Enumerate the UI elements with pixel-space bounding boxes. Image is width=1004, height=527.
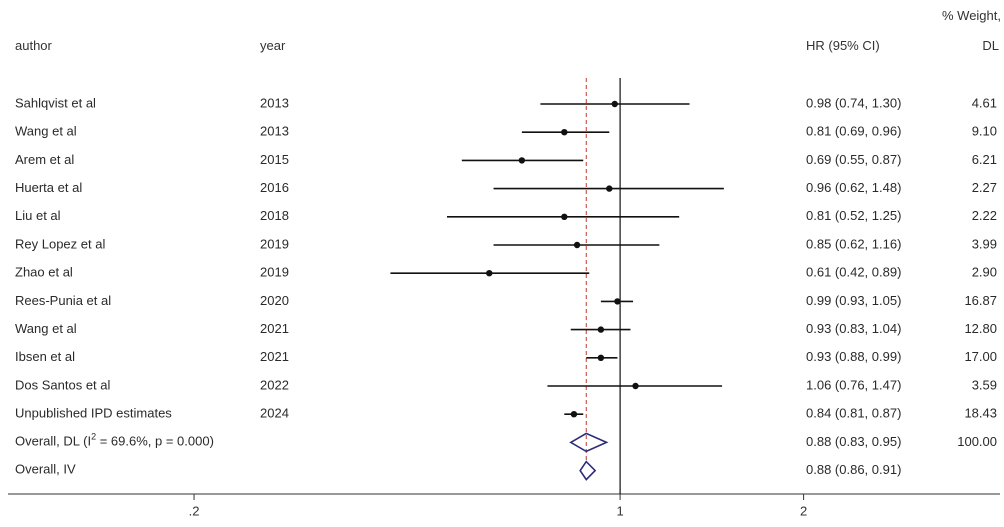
study-ci-text-7: 0.99 (0.93, 1.05) — [806, 293, 901, 308]
weight-column-header-line1: % Weight, — [941, 8, 1001, 23]
study-weight-6: 2.90 — [972, 265, 997, 280]
overall-diamond-1 — [579, 460, 597, 481]
study-point-11 — [570, 411, 578, 418]
study-author-5: Rey Lopez et al — [15, 236, 105, 251]
study-weight-2: 6.21 — [972, 152, 997, 167]
study-ci-text-9: 0.93 (0.88, 0.99) — [806, 349, 901, 364]
study-year-4: 2018 — [260, 208, 289, 223]
x-tick-label-2: 2 — [800, 503, 807, 518]
study-point-7 — [614, 298, 621, 305]
study-ci-text-2: 0.69 (0.55, 0.87) — [806, 152, 901, 167]
study-ci-text-0: 0.98 (0.74, 1.30) — [806, 95, 901, 110]
study-weight-7: 16.87 — [964, 293, 997, 308]
study-year-11: 2024 — [260, 406, 289, 421]
study-ci-text-6: 0.61 (0.42, 0.89) — [806, 265, 901, 280]
author-column-header: author — [15, 38, 52, 53]
x-tick-label-1: 1 — [616, 503, 623, 518]
study-point-5 — [573, 241, 581, 249]
study-weight-1: 9.10 — [972, 124, 997, 139]
study-author-7: Rees-Punia et al — [15, 293, 111, 308]
study-point-2 — [518, 157, 526, 164]
study-author-2: Arem et al — [15, 152, 74, 167]
study-year-0: 2013 — [260, 95, 289, 110]
study-weight-4: 2.22 — [972, 208, 997, 223]
hr-column-header: HR (95% CI) — [806, 38, 880, 53]
study-point-10 — [632, 382, 639, 390]
study-point-4 — [561, 213, 568, 220]
overall-diamond-0 — [569, 432, 609, 453]
overall-label-0: Overall, DL (I2 = 69.6%, p = 0.000) — [15, 432, 214, 449]
study-point-3 — [606, 185, 613, 192]
study-year-9: 2021 — [260, 349, 289, 364]
study-author-0: Sahlqvist et al — [15, 95, 96, 110]
study-year-3: 2016 — [260, 180, 289, 195]
study-point-0 — [611, 100, 618, 108]
study-weight-5: 3.99 — [972, 236, 997, 251]
study-year-8: 2021 — [260, 321, 289, 336]
overall-weight-0: 100.00 — [957, 434, 997, 449]
study-point-9 — [597, 354, 605, 361]
study-author-6: Zhao et al — [15, 265, 73, 280]
study-ci-text-1: 0.81 (0.69, 0.96) — [806, 124, 901, 139]
x-tick-label-0: .2 — [189, 503, 200, 518]
study-weight-3: 2.27 — [972, 180, 997, 195]
study-author-9: Ibsen et al — [15, 349, 75, 364]
study-year-10: 2022 — [260, 377, 289, 392]
study-author-1: Wang et al — [15, 124, 77, 139]
overall-ci-text-1: 0.88 (0.86, 0.91) — [806, 462, 901, 477]
study-year-5: 2019 — [260, 236, 289, 251]
year-column-header: year — [260, 38, 286, 53]
study-point-8 — [597, 326, 605, 333]
study-author-4: Liu et al — [15, 208, 61, 223]
study-author-8: Wang et al — [15, 321, 77, 336]
overall-ci-text-0: 0.88 (0.83, 0.95) — [806, 434, 901, 449]
study-ci-text-10: 1.06 (0.76, 1.47) — [806, 377, 901, 392]
study-author-11: Unpublished IPD estimates — [15, 406, 172, 421]
study-weight-11: 18.43 — [964, 406, 997, 421]
study-year-7: 2020 — [260, 293, 289, 308]
study-year-6: 2019 — [260, 265, 289, 280]
study-year-1: 2013 — [260, 124, 289, 139]
study-weight-8: 12.80 — [964, 321, 997, 336]
study-author-10: Dos Santos et al — [15, 377, 110, 392]
weight-column-header-line2: DL — [982, 38, 999, 53]
study-ci-text-8: 0.93 (0.83, 1.04) — [806, 321, 901, 336]
study-ci-text-4: 0.81 (0.52, 1.25) — [806, 208, 901, 223]
study-author-3: Huerta et al — [15, 180, 82, 195]
study-point-1 — [561, 129, 568, 136]
overall-label-1: Overall, IV — [15, 462, 76, 477]
study-weight-9: 17.00 — [964, 349, 997, 364]
study-year-2: 2015 — [260, 152, 289, 167]
study-ci-text-5: 0.85 (0.62, 1.16) — [806, 236, 901, 251]
study-ci-text-11: 0.84 (0.81, 0.87) — [806, 406, 901, 421]
study-weight-10: 3.59 — [972, 377, 997, 392]
study-point-6 — [486, 270, 493, 277]
study-weight-0: 4.61 — [972, 95, 997, 110]
study-ci-text-3: 0.96 (0.62, 1.48) — [806, 180, 901, 195]
